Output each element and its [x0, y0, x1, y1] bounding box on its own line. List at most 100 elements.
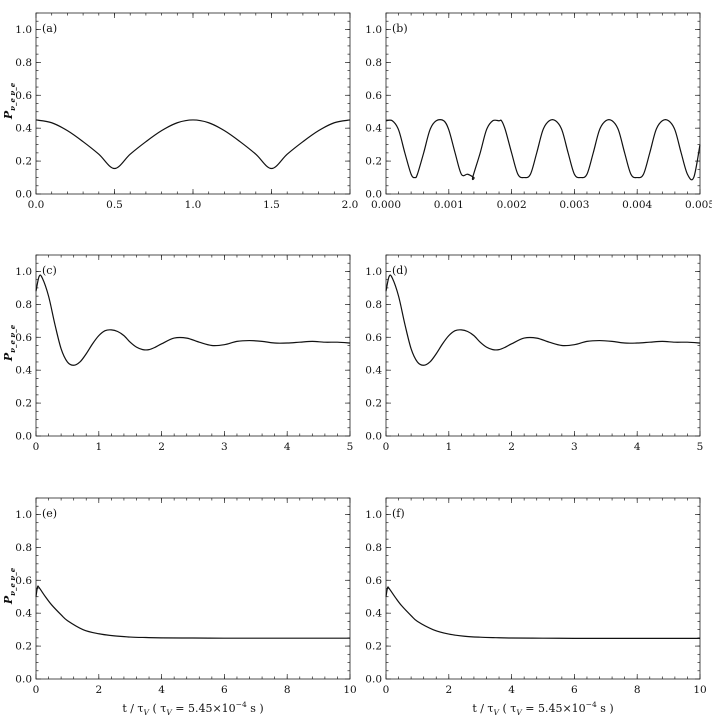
y-axis-label: Pν_e ν_e: [2, 82, 17, 120]
y-tick-label: 0.2: [15, 398, 32, 410]
x-tick-label: 8: [284, 684, 291, 696]
y-tick-label: 0.4: [365, 608, 382, 620]
y-tick-label: 1.0: [365, 509, 382, 521]
y-tick-label: 0.4: [15, 123, 32, 135]
panel-label: (e): [42, 507, 57, 520]
y-tick-label: 0.8: [365, 299, 382, 311]
x-tick-label: 5: [697, 441, 704, 453]
series-line: [35, 274, 351, 366]
plot-frame: [385, 254, 701, 437]
x-tick-label: 0.0: [28, 199, 45, 211]
x-tick-label: 1.0: [185, 199, 202, 211]
panel-label: (d): [392, 264, 408, 277]
y-tick-label: 0.0: [15, 431, 32, 443]
plot-frame: [385, 497, 701, 680]
y-tick-label: 0.2: [15, 641, 32, 653]
y-tick-label: 0.6: [365, 332, 382, 344]
y-tick-label: 0.6: [15, 90, 32, 102]
x-tick-label: 0.000: [371, 199, 401, 211]
x-tick-label: 3: [221, 441, 228, 453]
x-tick-label: 6: [571, 684, 578, 696]
x-tick-label: 4: [508, 684, 515, 696]
plot-frame: [385, 12, 701, 195]
x-tick-label: 1: [445, 441, 452, 453]
panel-label: (c): [42, 264, 57, 277]
x-tick-label: 0.005: [685, 199, 712, 211]
series-line: [385, 586, 700, 639]
plot-frame: [35, 497, 351, 680]
x-tick-label: 8: [634, 684, 641, 696]
y-tick-label: 0.2: [365, 398, 382, 410]
series-line: [385, 119, 701, 181]
y-tick-label: 1.0: [15, 24, 32, 36]
x-tick-label: 2.0: [342, 199, 359, 211]
x-tick-label: 2: [95, 684, 102, 696]
y-tick-label: 0.8: [15, 299, 32, 311]
x-tick-label: 4: [158, 684, 165, 696]
series-line: [35, 585, 350, 639]
y-tick-label: 0.8: [365, 57, 382, 69]
panel-label: (b): [392, 22, 408, 35]
x-tick-label: 0.004: [622, 199, 652, 211]
x-tick-label: 0.001: [434, 199, 464, 211]
y-tick-label: 0.0: [365, 674, 382, 686]
y-tick-label: 0.6: [15, 575, 32, 587]
panel-c: 0.0 0.2 0.4 0.6 0.8 1.0 0 1 2 3 4 5 (c) Pν_e ν_e: [2, 254, 354, 453]
x-tick-label: 10: [343, 684, 356, 696]
series-line: [385, 274, 701, 366]
y-tick-label: 0.6: [365, 90, 382, 102]
x-tick-label: 0: [383, 441, 390, 453]
y-tick-label: 0.0: [365, 189, 382, 201]
y-tick-label: 0.0: [15, 674, 32, 686]
x-tick-label: 2: [445, 684, 452, 696]
x-tick-label: 3: [571, 441, 578, 453]
x-tick-label: 10: [693, 684, 706, 696]
x-tick-label: 2: [508, 441, 515, 453]
x-tick-label: 1: [95, 441, 102, 453]
y-tick-label: 0.8: [365, 542, 382, 554]
y-tick-label: 0.4: [15, 365, 32, 377]
panel-e: 0.0 0.2 0.4 0.6 0.8 1.0 0 2 4 6 8 10 (e) Pν_e ν_et / …: [2, 497, 357, 717]
panel-label: (a): [42, 22, 57, 35]
y-tick-label: 0.2: [15, 156, 32, 168]
panel-f: 0.0 0.2 0.4 0.6 0.8 1.0 0 2 4 6 8 10 (f) t / τV ( τV …: [365, 497, 707, 717]
y-tick-label: 0.6: [365, 575, 382, 587]
y-tick-label: 0.6: [15, 332, 32, 344]
y-tick-label: 0.4: [365, 123, 382, 135]
x-tick-label: 2: [158, 441, 165, 453]
plot-frame: [35, 254, 351, 437]
y-tick-label: 0.2: [365, 641, 382, 653]
panel-a: 0.0 0.2 0.4 0.6 0.8 1.0 0.0 0.5 1.0 1.5 2.0 (a) Pν_e…: [2, 12, 359, 211]
x-tick-label: 0: [33, 684, 40, 696]
x-tick-label: 0.002: [497, 199, 527, 211]
x-tick-label: 5: [347, 441, 354, 453]
y-tick-label: 0.0: [15, 189, 32, 201]
panel-label: (f): [392, 507, 405, 520]
y-tick-label: 0.8: [15, 57, 32, 69]
x-tick-label: 4: [284, 441, 291, 453]
y-tick-label: 0.8: [15, 542, 32, 554]
x-tick-label: 0.003: [559, 199, 589, 211]
panel-b: 0.0 0.2 0.4 0.6 0.8 1.0 0.000 0.001 0.002 0.003 0.…: [365, 12, 712, 211]
x-tick-label: 6: [221, 684, 228, 696]
x-tick-label: 0: [33, 441, 40, 453]
series-line: [35, 119, 351, 170]
x-axis-label: t / τV ( τV = 5.45×10−4 s ): [472, 700, 613, 717]
y-axis-label: Pν_e ν_e: [2, 324, 17, 362]
y-tick-label: 0.4: [15, 608, 32, 620]
y-tick-label: 1.0: [15, 509, 32, 521]
y-tick-label: 0.2: [365, 156, 382, 168]
y-axis-label: Pν_e ν_e: [2, 567, 17, 605]
plot-frame: [35, 12, 351, 195]
y-tick-label: 1.0: [365, 24, 382, 36]
y-tick-label: 1.0: [365, 266, 382, 278]
panel-d: 0.0 0.2 0.4 0.6 0.8 1.0 0 1 2 3 4 5 (d): [365, 254, 704, 453]
x-tick-label: 4: [634, 441, 641, 453]
y-tick-label: 0.0: [365, 431, 382, 443]
x-axis-label: t / τV ( τV = 5.45×10−4 s ): [122, 700, 263, 717]
x-tick-label: 0.5: [106, 199, 123, 211]
x-tick-label: 0: [383, 684, 390, 696]
x-tick-label: 1.5: [263, 199, 280, 211]
y-tick-label: 0.4: [365, 365, 382, 377]
